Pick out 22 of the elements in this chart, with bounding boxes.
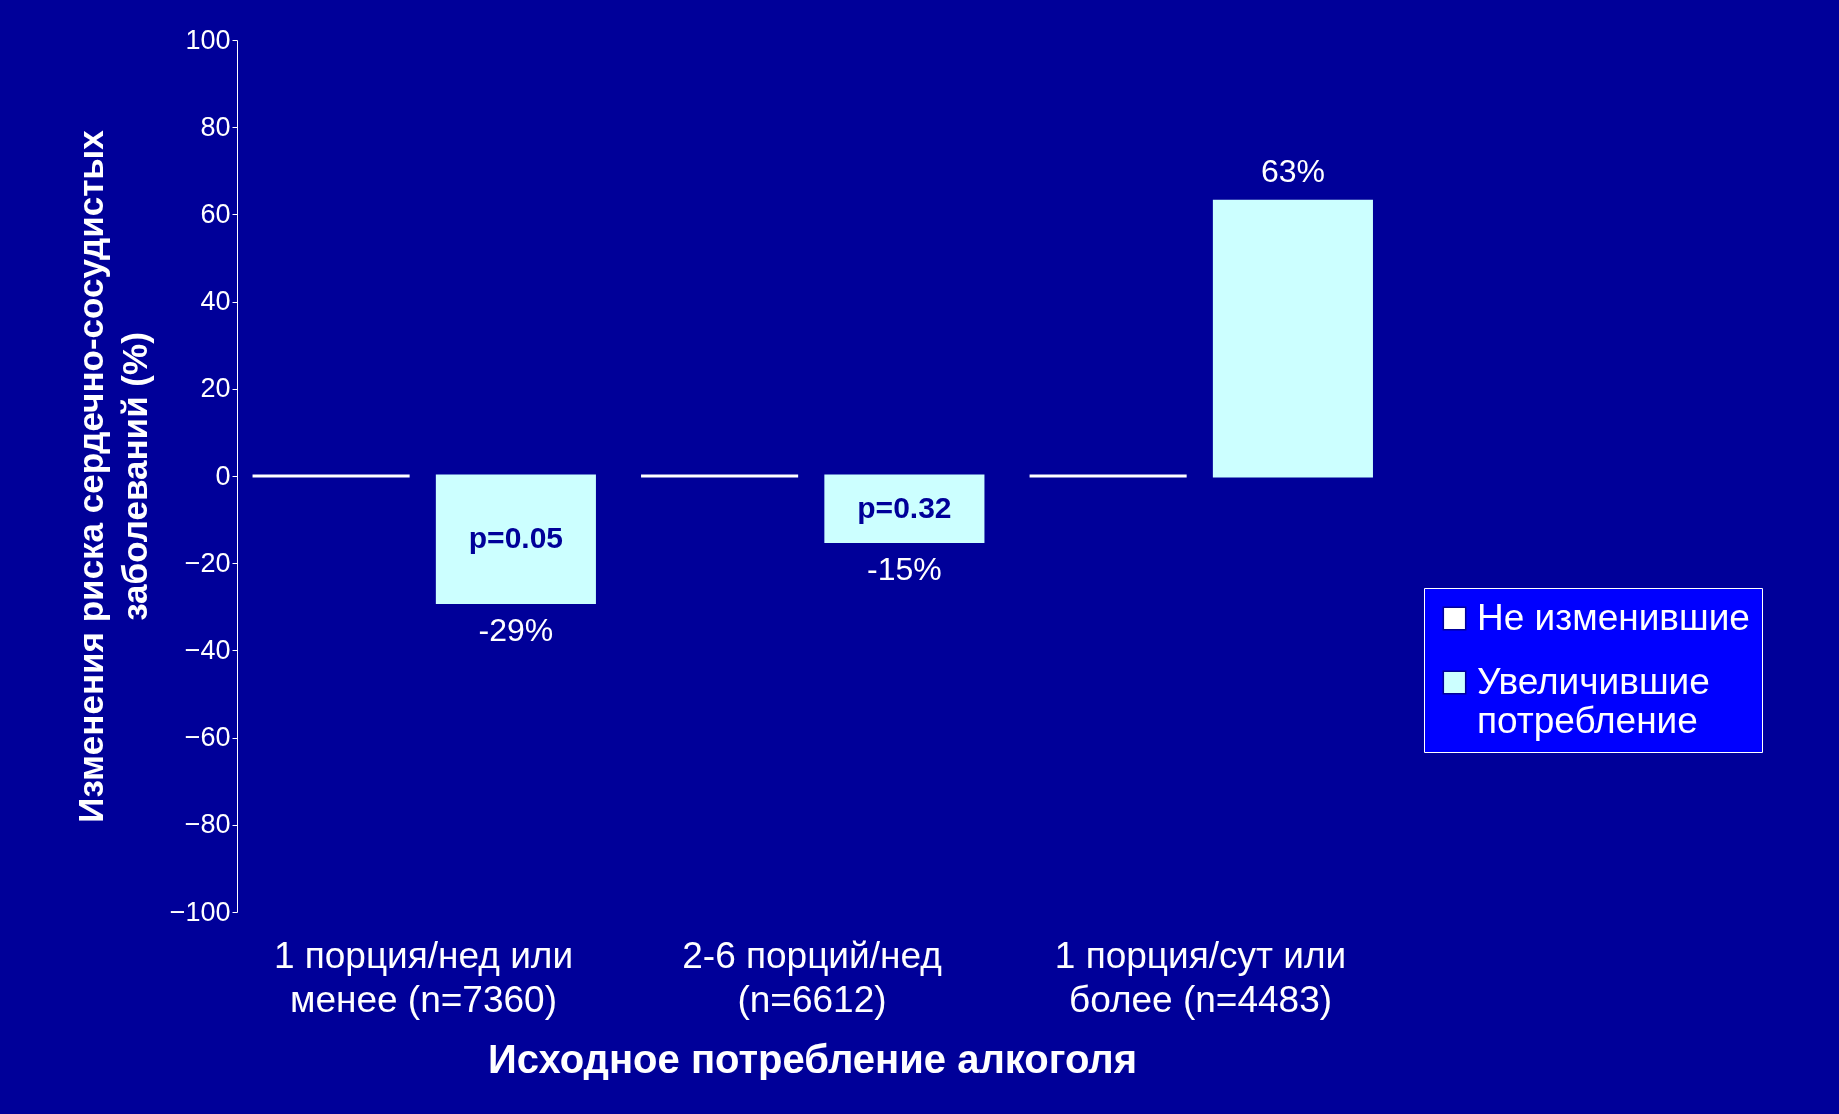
y-tick-label: −40 bbox=[184, 634, 231, 665]
y-tick-label: 20 bbox=[200, 373, 231, 404]
x-tick-label: 1 порция/нед или менее (n=7360) bbox=[273, 934, 574, 1020]
legend-label: Увеличившие потребление bbox=[1477, 660, 1710, 741]
data-label: -29% bbox=[478, 612, 554, 649]
x-tick-label: 1 порция/сут или более (n=4483) bbox=[1054, 934, 1347, 1020]
y-tick-label: 0 bbox=[215, 460, 231, 491]
annotation: p=0.05 bbox=[468, 521, 564, 555]
y-tick-label: −80 bbox=[184, 809, 231, 840]
y-tick-label: 40 bbox=[200, 286, 231, 317]
y-axis-title: Изменения риска сердечно-сосудистых заболеваний (%) bbox=[70, 129, 154, 823]
y-tick-label: −60 bbox=[184, 722, 231, 753]
y-tick-label: −100 bbox=[169, 896, 231, 927]
data-label: 63% bbox=[1260, 153, 1325, 190]
y-tick-label: 80 bbox=[200, 111, 231, 142]
y-tick-label: −20 bbox=[184, 547, 231, 578]
y-tick-label: 100 bbox=[185, 24, 231, 55]
data-label: -15% bbox=[867, 551, 942, 588]
x-tick-label: 2-6 порций/нед (n=6612) bbox=[682, 934, 942, 1020]
annotation: p=0.32 bbox=[857, 490, 952, 524]
y-tick-label: 60 bbox=[200, 198, 231, 229]
legend-label: Не изменившие bbox=[1477, 596, 1750, 638]
